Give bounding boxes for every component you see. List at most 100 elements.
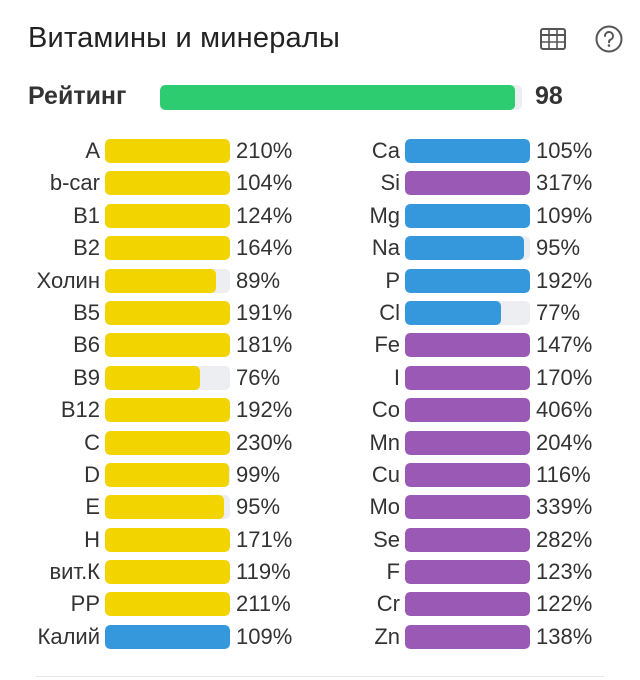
nutrient-bar [405, 139, 530, 163]
divider [36, 676, 604, 677]
nutrient-bar [405, 560, 530, 585]
nutrient-bar-track [105, 203, 230, 228]
nutrient-bar-track [105, 462, 230, 487]
nutrient-bar-track [405, 560, 530, 585]
nutrient-row: B9 76% [0, 363, 320, 395]
nutrient-bar [405, 624, 530, 649]
nutrient-bar [405, 527, 530, 552]
nutrient-row: Cl 77% [320, 298, 640, 330]
nutrient-bar [405, 495, 530, 520]
nutrient-bar [105, 527, 230, 552]
nutrient-row: Na 95% [320, 233, 640, 265]
nutrient-row: PP 211% [0, 589, 320, 621]
nutrient-label: Cr [376, 591, 400, 617]
nutrient-bar-track [405, 203, 530, 228]
rating-label: Рейтинг [28, 82, 127, 110]
nutrient-row: Cr 122% [320, 589, 640, 621]
nutrient-bar-track [405, 624, 530, 649]
nutrient-row: Mn 204% [320, 428, 640, 460]
nutrient-bar-track [105, 527, 230, 552]
nutrient-bar-track [105, 268, 230, 293]
nutrient-label: B1 [73, 202, 100, 228]
nutrient-bar [405, 430, 530, 455]
nutrient-bar-track [405, 139, 530, 163]
nutrient-row: H 171% [0, 525, 320, 557]
vitamins-column: A 210% b-car 104% B1 124% B2 164% Холин 89% B5 191%… [0, 136, 320, 654]
nutrient-bar [105, 462, 229, 487]
nutrient-label: вит.К [49, 559, 100, 585]
nutrient-row: E 95% [0, 492, 320, 524]
nutrient-row: Mo 339% [320, 492, 640, 524]
rating-bar-fill [160, 85, 515, 110]
nutrient-label: Ca [371, 138, 400, 163]
nutrient-label: Холин [36, 267, 100, 293]
nutrient-percent: 76% [236, 364, 281, 390]
nutrient-bar [105, 495, 224, 520]
nutrient-label: E [85, 494, 100, 520]
nutrient-percent: 406% [536, 397, 593, 423]
nutrient-percent: 104% [236, 170, 293, 196]
nutrient-bar [405, 333, 530, 358]
nutrient-bar [105, 268, 217, 293]
nutrient-row: A 210% [0, 136, 320, 168]
nutrient-percent: 77% [536, 299, 581, 325]
nutrient-bar-track [405, 268, 530, 293]
nutrient-bar-track [105, 365, 230, 390]
nutrient-row: Cu 116% [320, 460, 640, 492]
nutrient-percent: 282% [536, 526, 593, 552]
nutrient-bar [105, 624, 230, 649]
nutrient-row: Fe 147% [320, 330, 640, 362]
table-icon[interactable] [538, 24, 568, 54]
nutrient-row: Mg 109% [320, 201, 640, 233]
nutrient-row: B1 124% [0, 201, 320, 233]
nutrient-bar-track [105, 592, 230, 617]
nutrient-bar [405, 462, 530, 487]
rating-value: 98 [535, 82, 563, 110]
nutrient-label: Mo [369, 494, 400, 520]
nutrient-row: B5 191% [0, 298, 320, 330]
rating-row: Рейтинг 98 [28, 82, 628, 114]
nutrient-bar-track [405, 236, 530, 261]
nutrient-percent: 109% [236, 623, 293, 649]
help-circle-icon[interactable] [594, 24, 624, 54]
nutrient-label: D [84, 461, 100, 487]
nutrient-row: C 230% [0, 428, 320, 460]
nutrient-percent: 147% [536, 332, 593, 358]
nutrient-label: Zn [374, 623, 400, 649]
nutrient-label: I [393, 364, 400, 390]
nutrient-label: b-car [49, 170, 100, 196]
nutrient-label: B2 [73, 235, 100, 261]
nutrient-label: B9 [73, 364, 100, 390]
nutrient-label: PP [70, 591, 100, 617]
nutrient-label: P [385, 267, 400, 293]
nutrient-label: Co [371, 397, 400, 423]
nutrient-bar [105, 398, 230, 423]
nutrient-row: Co 406% [320, 395, 640, 427]
nutrient-label: Se [373, 526, 400, 552]
nutrient-bar-track [105, 300, 230, 325]
nutrient-bar-track [405, 430, 530, 455]
nutrient-percent: 122% [536, 591, 593, 617]
nutrient-percent: 95% [536, 235, 581, 261]
nutrient-bar [105, 139, 230, 163]
nutrient-bar-track [105, 398, 230, 423]
nutrient-bar-track [105, 139, 230, 163]
nutrient-bar-track [405, 333, 530, 358]
nutrient-bar [405, 300, 502, 325]
nutrient-bar [405, 268, 530, 293]
nutrient-bar [405, 398, 530, 423]
nutrient-bar-track [105, 495, 230, 520]
nutrient-row: Калий 109% [0, 622, 320, 654]
nutrient-label: Fe [374, 332, 400, 358]
page-title: Витамины и минералы [28, 22, 341, 54]
nutrient-percent: 170% [536, 364, 593, 390]
nutrient-label: B6 [73, 332, 100, 358]
nutrient-label: Si [380, 170, 400, 196]
nutrient-percent: 192% [536, 267, 593, 293]
nutrient-percent: 99% [236, 461, 281, 487]
nutrient-bar-track [105, 171, 230, 196]
nutrient-percent: 123% [536, 559, 593, 585]
nutrient-percent: 317% [536, 170, 593, 196]
nutrient-bar-track [105, 624, 230, 649]
nutrient-bar-track [405, 527, 530, 552]
